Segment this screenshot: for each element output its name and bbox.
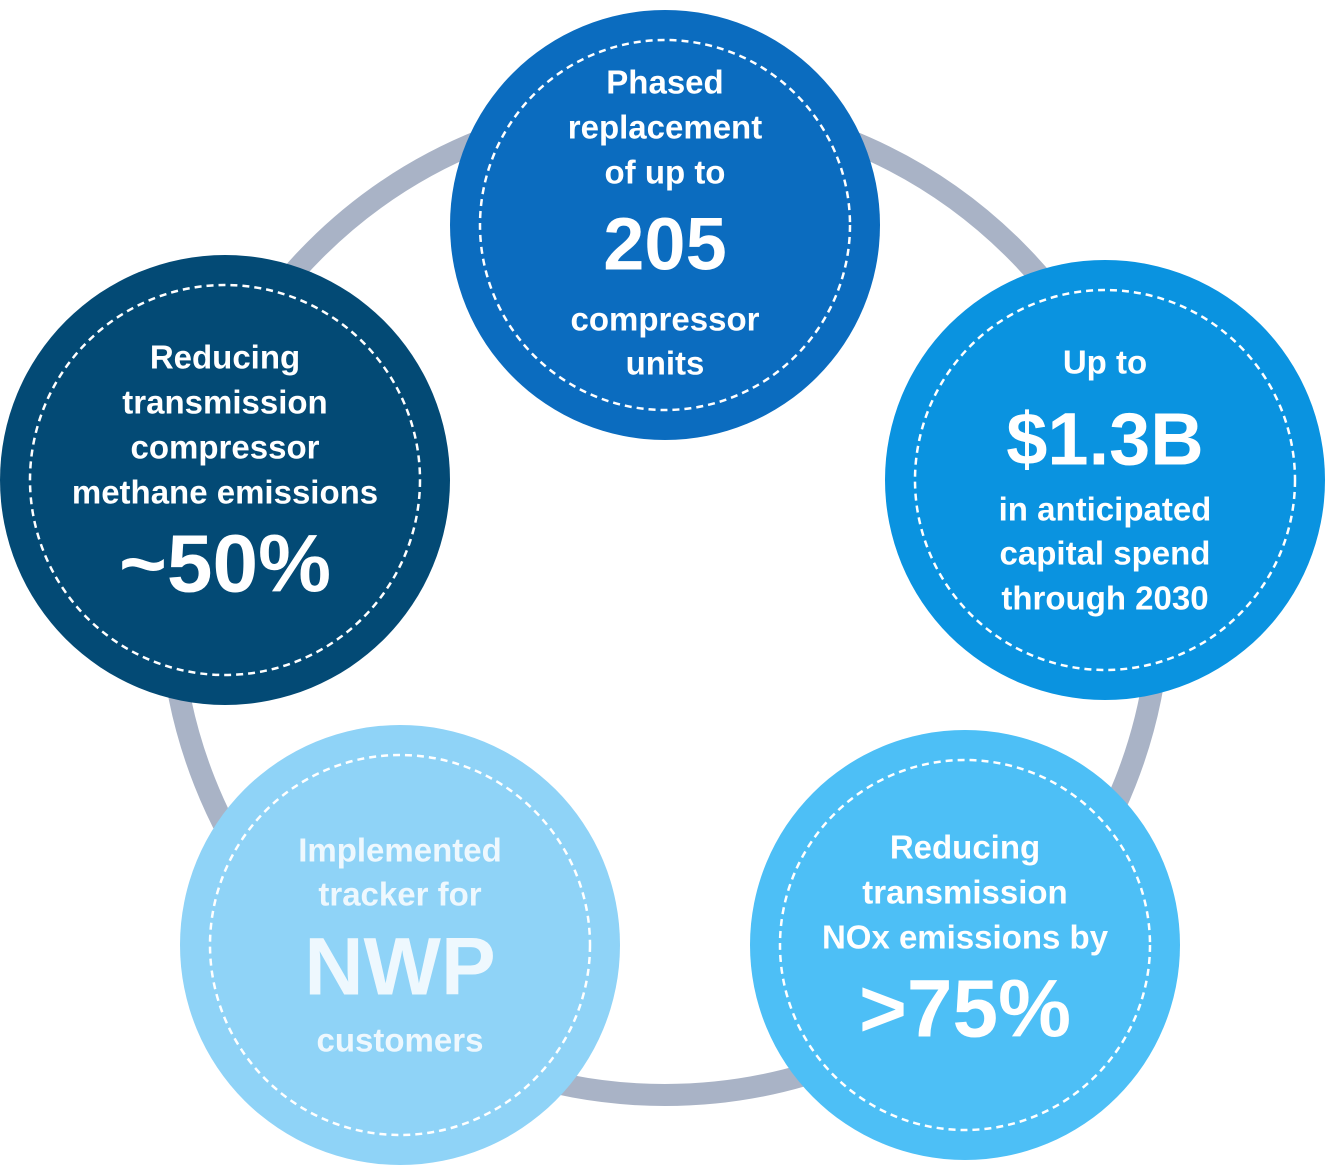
node-dashed-ring (208, 753, 592, 1137)
node-text: in anticipated (999, 491, 1212, 528)
node-text: capital spend (1000, 535, 1211, 572)
node-text: tracker for (318, 876, 481, 913)
node: Up to $1.3B in anticipated capital spend thr… (885, 260, 1325, 700)
node-text: compressor (571, 301, 760, 338)
node-circle (180, 725, 620, 1165)
node: Phased replacement of up to 205 compressor un… (450, 10, 880, 440)
node-text: of up to (605, 154, 726, 191)
node-highlight: $1.3B (1006, 398, 1203, 481)
node-text: replacement (568, 109, 762, 146)
node-dashed-ring (478, 38, 852, 412)
node-circle (750, 730, 1180, 1160)
node-highlight: >75% (859, 964, 1071, 1055)
node-highlight: NWP (304, 922, 495, 1013)
node-text: Implemented (298, 832, 502, 869)
node-text: Reducing (150, 339, 300, 376)
node: Reducing transmission compressor methane em… (0, 255, 450, 705)
node: Reducing transmission NOx emissions by >75% (750, 730, 1180, 1160)
node-dashed-ring (778, 758, 1152, 1132)
node-circle (885, 260, 1325, 700)
node-circle (0, 255, 450, 705)
node-text: methane emissions (72, 474, 378, 511)
node-dashed-ring (913, 288, 1297, 672)
node-text: compressor (131, 429, 320, 466)
node-text: Reducing (890, 829, 1040, 866)
node-text: through 2030 (1001, 580, 1208, 617)
nodes: Phased replacement of up to 205 compressor un… (0, 10, 1325, 1165)
node-text: Up to (1063, 344, 1147, 381)
node-text: NOx emissions by (822, 919, 1109, 956)
node-highlight: ~50% (119, 519, 331, 610)
node-dashed-ring (28, 283, 422, 677)
node-text: Phased (606, 64, 723, 101)
node-text: transmission (122, 384, 327, 421)
node-circle (450, 10, 880, 440)
node-text: units (626, 345, 705, 382)
node-highlight: 205 (603, 203, 726, 286)
node: Implemented tracker for NWP customers (180, 725, 620, 1165)
node-text: customers (317, 1022, 484, 1059)
node-text: transmission (862, 874, 1067, 911)
